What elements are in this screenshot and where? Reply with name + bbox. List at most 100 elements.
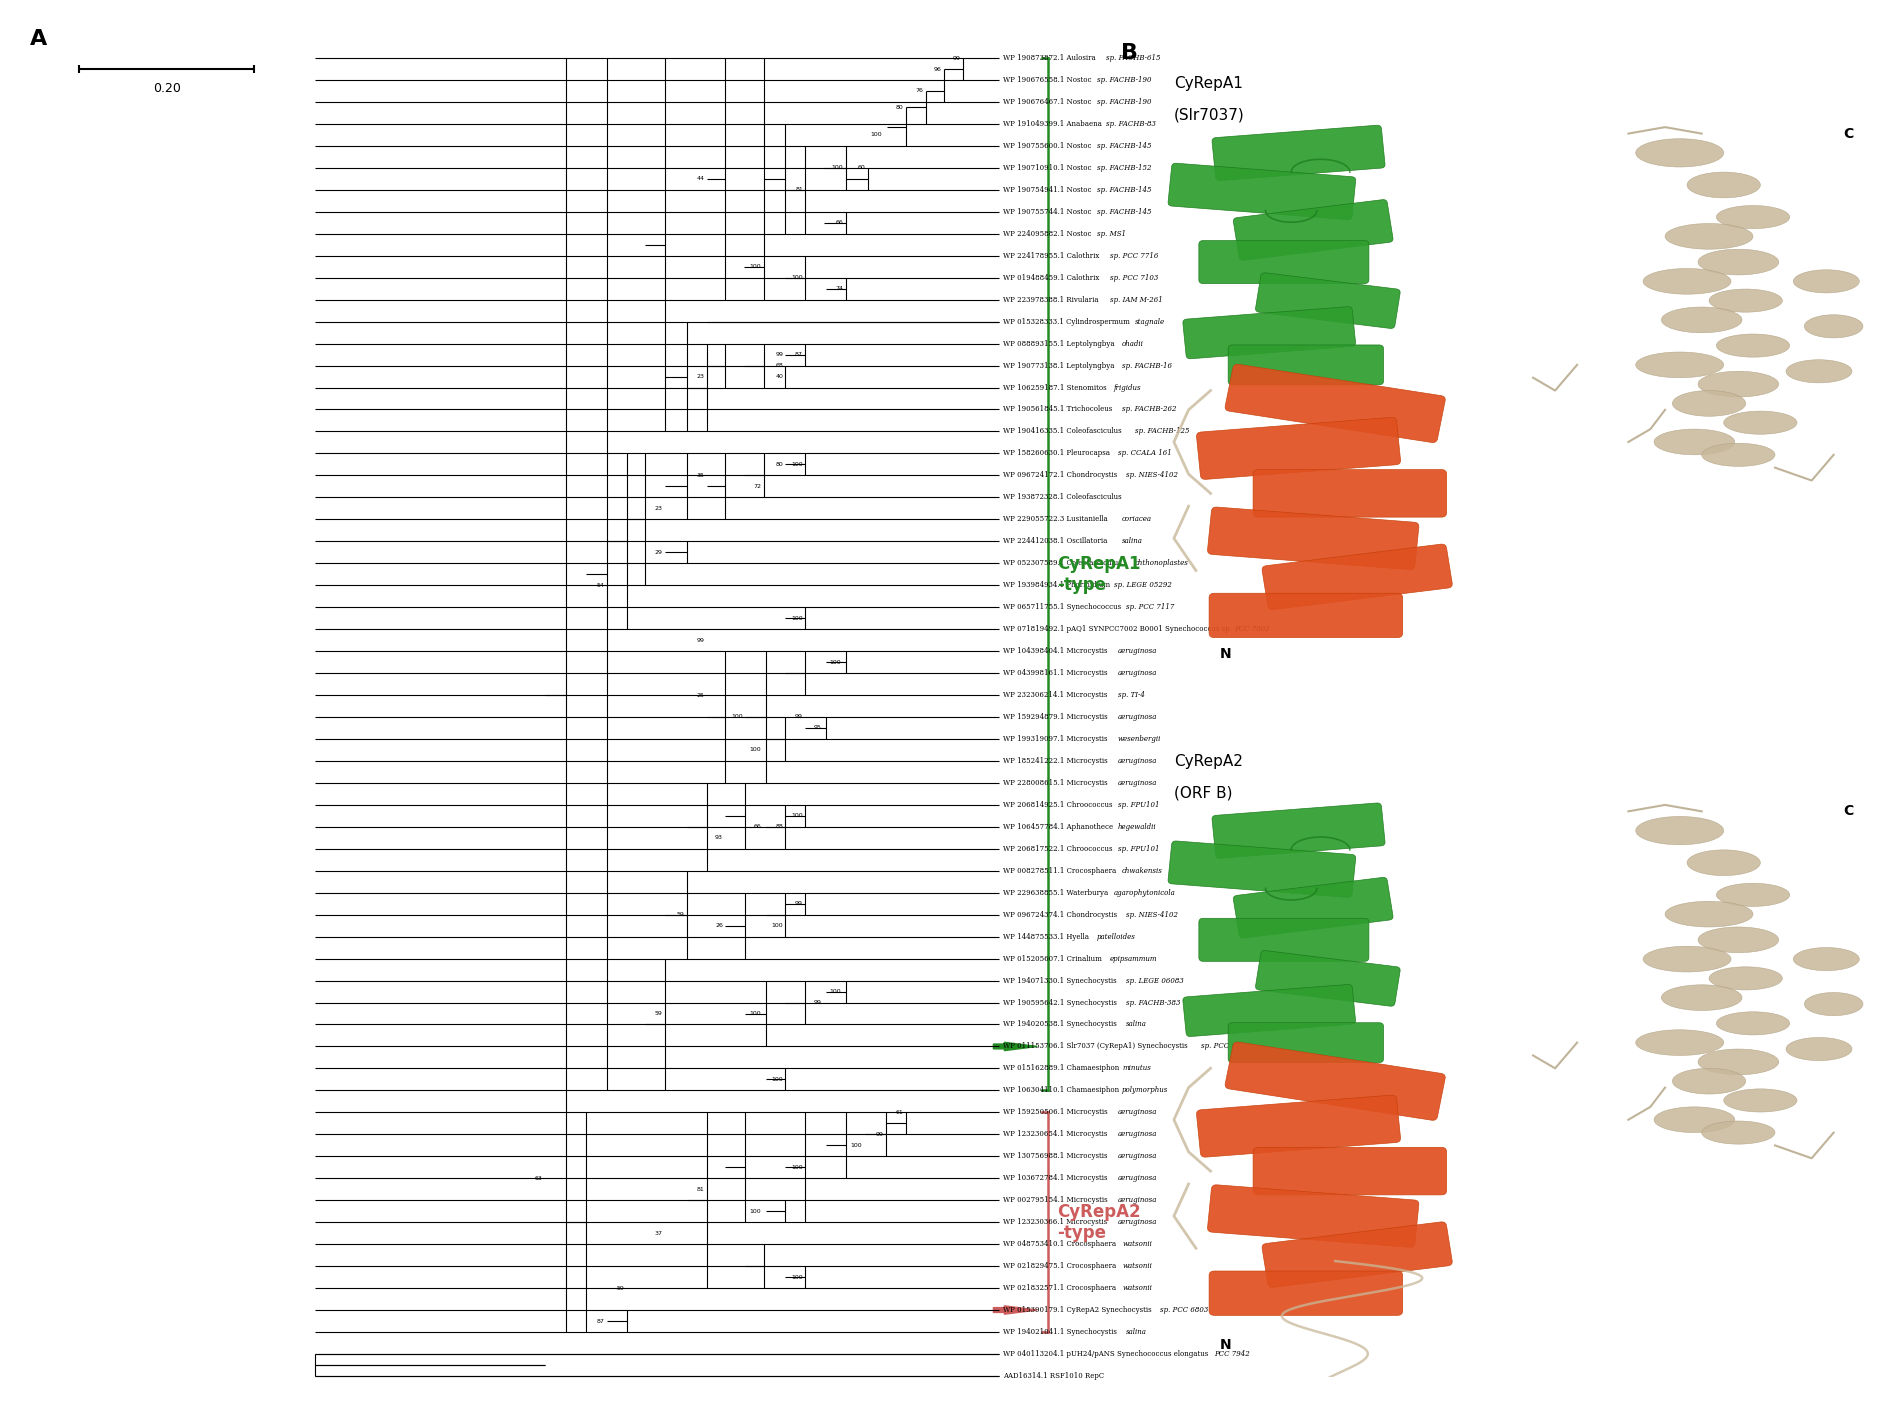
Text: 63: 63	[535, 1176, 543, 1180]
Ellipse shape	[1723, 1089, 1797, 1113]
Text: sp. FACHB-152: sp. FACHB-152	[1097, 164, 1152, 172]
Text: WP 190755600.1 Nostoc: WP 190755600.1 Nostoc	[1003, 143, 1095, 150]
Ellipse shape	[1702, 443, 1775, 466]
Text: 100: 100	[830, 659, 842, 665]
Text: sp. FACHB-145: sp. FACHB-145	[1097, 208, 1152, 216]
Text: 99: 99	[876, 1132, 883, 1137]
Ellipse shape	[1794, 947, 1860, 970]
Text: chwakensis: chwakensis	[1121, 867, 1163, 874]
Text: epipsammum: epipsammum	[1110, 955, 1158, 963]
Text: aeruginosa: aeruginosa	[1118, 757, 1158, 765]
Text: 96: 96	[935, 66, 942, 72]
Text: 40: 40	[775, 374, 783, 378]
Ellipse shape	[1662, 306, 1742, 333]
Text: 37: 37	[655, 1231, 663, 1236]
Text: 99: 99	[697, 638, 704, 642]
FancyBboxPatch shape	[1234, 877, 1394, 938]
FancyBboxPatch shape	[1213, 803, 1384, 858]
Text: polymorphus: polymorphus	[1121, 1086, 1169, 1094]
Ellipse shape	[1636, 816, 1723, 844]
Text: 81: 81	[697, 1186, 704, 1192]
FancyArrow shape	[994, 1042, 1038, 1051]
Ellipse shape	[1723, 411, 1797, 435]
Text: agarophytonicola: agarophytonicola	[1114, 888, 1175, 897]
Text: 44: 44	[697, 176, 704, 181]
Text: 68: 68	[775, 363, 783, 369]
Text: 100: 100	[750, 1011, 762, 1017]
Ellipse shape	[1698, 1049, 1778, 1075]
FancyBboxPatch shape	[1182, 306, 1356, 359]
Text: WP 190754941.1 Nostoc: WP 190754941.1 Nostoc	[1003, 186, 1095, 193]
Text: WP 008278511.1 Crocosphaera: WP 008278511.1 Crocosphaera	[1003, 867, 1120, 874]
Text: frigidus: frigidus	[1114, 384, 1142, 391]
Text: WP 190595642.1 Synechocystis: WP 190595642.1 Synechocystis	[1003, 998, 1120, 1007]
FancyBboxPatch shape	[1224, 364, 1445, 442]
Text: ohadii: ohadii	[1121, 340, 1144, 347]
Ellipse shape	[1687, 172, 1761, 198]
Text: chthonoplastes: chthonoplastes	[1135, 559, 1188, 568]
Text: WP 199319097.1 Microcystis: WP 199319097.1 Microcystis	[1003, 736, 1110, 743]
FancyBboxPatch shape	[1167, 164, 1356, 220]
Ellipse shape	[1710, 967, 1782, 990]
Text: 0.20: 0.20	[152, 82, 181, 95]
Text: 66: 66	[836, 220, 843, 226]
Text: WP 190416335.1 Coleofasciculus: WP 190416335.1 Coleofasciculus	[1003, 428, 1123, 435]
Text: CyRepA2: CyRepA2	[1175, 754, 1243, 768]
Text: 72: 72	[754, 484, 762, 489]
Text: sp. FACHB-262: sp. FACHB-262	[1121, 405, 1177, 414]
Text: WP 232306214.1 Microcystis: WP 232306214.1 Microcystis	[1003, 690, 1110, 699]
Text: PCC 7002: PCC 7002	[1234, 626, 1270, 633]
Text: WP 190755744.1 Nostoc: WP 190755744.1 Nostoc	[1003, 208, 1095, 216]
Ellipse shape	[1655, 1107, 1735, 1132]
Text: sp. FACHB-145: sp. FACHB-145	[1097, 186, 1152, 193]
Ellipse shape	[1687, 850, 1761, 875]
Text: sp. NIES-4102: sp. NIES-4102	[1127, 911, 1179, 919]
Text: salina: salina	[1127, 1021, 1148, 1028]
Text: WP 043998161.1 Microcystis: WP 043998161.1 Microcystis	[1003, 669, 1110, 676]
Text: WP 015162889.1 Chamaesiphon: WP 015162889.1 Chamaesiphon	[1003, 1065, 1121, 1072]
Text: 100: 100	[750, 264, 762, 270]
Ellipse shape	[1636, 1029, 1723, 1055]
Text: sp. FPU101: sp. FPU101	[1118, 801, 1160, 809]
FancyArrow shape	[994, 1306, 1038, 1315]
FancyBboxPatch shape	[1228, 345, 1384, 385]
Text: coriacea: coriacea	[1121, 515, 1152, 524]
Text: WP 019488459.1 Calothrix: WP 019488459.1 Calothrix	[1003, 274, 1102, 281]
FancyBboxPatch shape	[1255, 950, 1399, 1007]
Text: 100: 100	[771, 1077, 783, 1082]
Text: 100: 100	[792, 1165, 803, 1169]
Text: WP 015205607.1 Crinalium: WP 015205607.1 Crinalium	[1003, 955, 1104, 963]
Text: salina: salina	[1121, 538, 1142, 545]
Text: WP 103672784.1 Microcystis: WP 103672784.1 Microcystis	[1003, 1175, 1110, 1182]
Text: 100: 100	[830, 988, 842, 994]
Text: watsonii: watsonii	[1121, 1262, 1152, 1269]
Text: sp. FACHB-190: sp. FACHB-190	[1097, 76, 1152, 83]
Text: sp. FACHB-383: sp. FACHB-383	[1127, 998, 1180, 1007]
Text: sp. TI-4: sp. TI-4	[1118, 690, 1144, 699]
Text: 59: 59	[676, 912, 685, 918]
Ellipse shape	[1716, 335, 1790, 357]
FancyBboxPatch shape	[1167, 842, 1356, 898]
Text: WP 194071330.1 Synechocystis: WP 194071330.1 Synechocystis	[1003, 977, 1120, 984]
Text: aeruginosa: aeruginosa	[1118, 1108, 1158, 1117]
FancyBboxPatch shape	[1200, 918, 1369, 962]
Text: sp. FACHB-190: sp. FACHB-190	[1097, 97, 1152, 106]
Text: 100: 100	[792, 275, 803, 280]
Ellipse shape	[1636, 352, 1723, 377]
FancyBboxPatch shape	[1253, 1148, 1447, 1195]
Text: WP 104398404.1 Microcystis: WP 104398404.1 Microcystis	[1003, 647, 1110, 655]
FancyBboxPatch shape	[1196, 418, 1401, 479]
Text: WP 106304110.1 Chamaesiphon: WP 106304110.1 Chamaesiphon	[1003, 1086, 1121, 1094]
Text: sp. PCC 6803: sp. PCC 6803	[1160, 1306, 1207, 1315]
Text: sp. FPU101: sp. FPU101	[1118, 844, 1160, 853]
Text: (Slr7037): (Slr7037)	[1175, 107, 1245, 123]
Text: minutus: minutus	[1121, 1065, 1152, 1072]
Text: 26: 26	[716, 923, 724, 928]
Text: WP 224412038.1 Oscillatoria: WP 224412038.1 Oscillatoria	[1003, 538, 1110, 545]
Text: patelloides: patelloides	[1097, 933, 1137, 940]
Text: WP 130756988.1 Microcystis: WP 130756988.1 Microcystis	[1003, 1152, 1110, 1161]
Text: 81: 81	[796, 188, 803, 192]
Text: 23: 23	[697, 374, 704, 378]
Text: WP 159294879.1 Microcystis: WP 159294879.1 Microcystis	[1003, 713, 1110, 722]
Text: sp. FACHB-145: sp. FACHB-145	[1097, 143, 1152, 150]
